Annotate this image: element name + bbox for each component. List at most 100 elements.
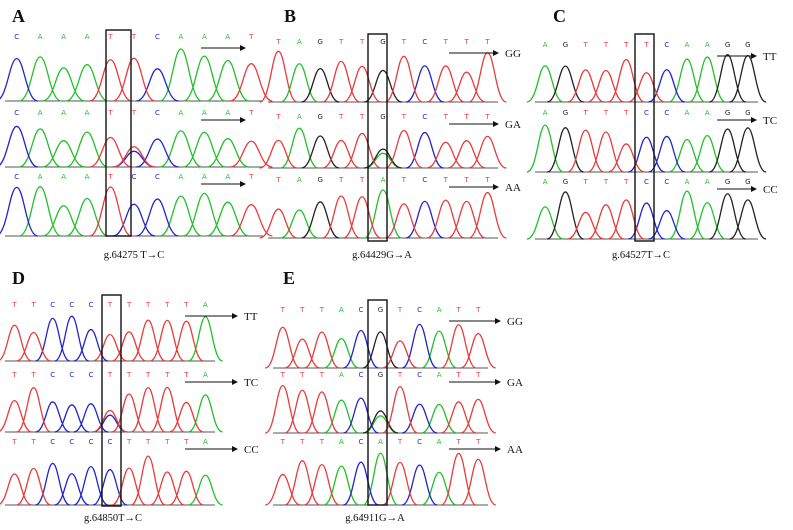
peak-trace-t [89,186,273,237]
base-call: T [11,371,17,379]
base-call: A [179,33,184,41]
base-call: T [30,301,36,309]
peak-trace-t [0,455,204,506]
base-call: G [725,41,730,49]
caption-d: g.64850T→C [84,513,142,524]
base-call: A [437,371,442,379]
base-call: C [422,176,427,184]
base-call: A [685,41,690,49]
peak-trace-c [628,135,686,173]
peak-trace-t [567,58,665,103]
base-call: T [126,438,132,446]
peak-trace-a [323,452,457,506]
peak-trace-a [188,474,223,506]
base-call: A [85,173,90,181]
peak-trace-g [301,201,340,239]
base-call: A [203,301,208,309]
peak-trace-c [628,202,686,240]
peak-trace-c [648,69,686,103]
peak-trace-t [0,386,204,433]
peak-trace-t [264,452,497,506]
base-call: C [88,301,93,309]
genotype-label: TT [244,311,258,323]
base-call: T [319,306,325,314]
base-call: A [179,173,184,181]
base-call: T [623,109,629,117]
base-call: T [275,38,281,46]
peak-trace-c [35,462,128,506]
base-call: T [397,306,403,314]
arrow-head-icon [493,121,499,127]
base-call: A [437,438,442,446]
base-call: A [543,41,548,49]
peak-trace-a [280,189,403,239]
trace-row: T T T A C A T C A T T AA [264,438,523,506]
base-call: T [275,113,281,121]
base-call: T [623,41,629,49]
base-call: A [85,109,90,117]
base-call: T [145,301,151,309]
arrow-head-icon [495,379,501,385]
base-call: A [202,173,207,181]
base-call: C [69,371,74,379]
base-call: T [583,41,589,49]
arrow-head-icon [751,186,757,192]
base-call: T [397,438,403,446]
base-call: T [11,301,17,309]
base-call: T [484,176,490,184]
peak-trace-a [323,399,457,434]
base-call: C [417,371,422,379]
arrow-head-icon [495,446,501,452]
arrow-head-icon [240,45,246,51]
peak-trace-c [0,57,179,102]
base-call: T [401,113,407,121]
trace-row: T T C C C C T T T T ACC [0,438,259,506]
peak-trace-c [35,315,109,362]
peak-trace-g [362,410,399,434]
base-call: C [155,109,160,117]
peak-trace-a [18,48,250,102]
base-call: T [643,41,649,49]
base-call: A [297,113,302,121]
base-call: G [563,178,568,186]
base-call: C [422,113,427,121]
base-call: C [132,173,137,181]
base-call: T [359,176,365,184]
base-call: A [378,438,383,446]
genotype-label: AA [507,444,523,456]
base-call: T [164,438,170,446]
caption-a: g.64275 T→C [104,250,164,261]
base-call: A [61,33,66,41]
base-call: G [745,41,750,49]
base-call: C [14,33,19,41]
base-call: G [380,38,385,46]
peak-trace-a [280,63,319,103]
arrow-head-icon [493,184,499,190]
base-call: T [359,38,365,46]
trace-row: T A G T T G T C T T T GA [259,113,521,169]
base-call: C [69,301,74,309]
base-call: A [381,176,386,184]
base-call: C [417,306,422,314]
base-call: T [131,33,137,41]
base-call: A [85,33,90,41]
base-call: A [543,109,548,117]
base-call: T [280,438,286,446]
genotype-label: TC [763,115,777,127]
base-call: A [202,33,207,41]
arrow-head-icon [240,117,246,123]
base-call: T [463,176,469,184]
trace-row: T T C C C T T T T T ATT [0,301,258,362]
snp-highlight-box [367,33,388,242]
caption-e: g.64911G→A [345,513,405,524]
base-call: T [603,41,609,49]
base-call: T [623,178,629,186]
peak-trace-t [89,57,273,102]
base-call: A [38,33,43,41]
arrow-head-icon [493,50,499,56]
genotype-label: CC [763,184,778,196]
base-call: A [203,438,208,446]
peak-trace-t [259,191,507,239]
panels-layer: C A A A T T C A A A TC A A A T T C A A A TC A A A T C C A A A TT A G T T G T… [0,29,778,507]
base-call: A [339,438,344,446]
